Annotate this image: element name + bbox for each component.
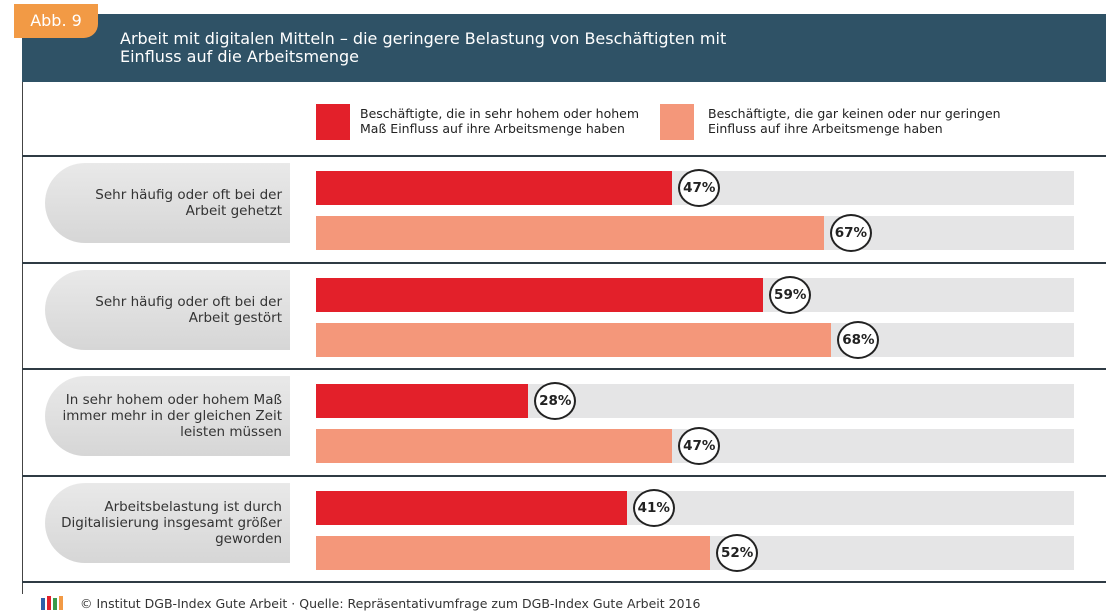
- category-label: Sehr häufig oder oft bei der Arbeit gest…: [95, 293, 282, 326]
- label-pill: [45, 269, 290, 350]
- frame: [22, 14, 1106, 594]
- value-label: 67%: [829, 214, 872, 252]
- label-pill: [45, 163, 290, 243]
- category-label: Sehr häufig oder oft bei der Arbeit gehe…: [95, 187, 282, 219]
- legend-label: Beschäftigte, die in sehr hohem oder hoh…: [360, 106, 640, 136]
- separator: [22, 261, 1106, 264]
- legend-swatch: [316, 104, 350, 140]
- bar: [316, 384, 529, 418]
- header: [22, 14, 1106, 82]
- separator: [22, 155, 1106, 157]
- separator: [22, 368, 1106, 370]
- footer: © Institut DGB-Index Gute Arbeit · Quell…: [80, 596, 701, 611]
- value-label: 59%: [769, 275, 812, 314]
- bar: [316, 216, 824, 250]
- category-label: Arbeitsbelastung ist durch Digitalisieru…: [61, 498, 282, 547]
- label-pill: [45, 482, 290, 563]
- bar: [316, 277, 764, 312]
- legend-swatch: [660, 104, 694, 140]
- value-label: 28%: [534, 382, 577, 420]
- separator: [22, 581, 1106, 583]
- bar: [316, 429, 673, 463]
- bar: [316, 490, 627, 525]
- chart-title: Arbeit mit digitalen Mitteln – die gerin…: [120, 29, 727, 66]
- value-label: 47%: [678, 427, 721, 465]
- logo: [41, 596, 63, 610]
- value-label: 52%: [716, 533, 759, 572]
- category-label: In sehr hohem oder hohem Maß immer mehr …: [62, 392, 282, 440]
- bar: [316, 535, 711, 570]
- bar: [316, 322, 832, 357]
- value-label: 41%: [632, 488, 675, 527]
- value-label: 47%: [678, 169, 721, 207]
- label-pill: [45, 376, 290, 456]
- bar: [316, 171, 673, 205]
- legend-label: Beschäftigte, die gar keinen oder nur ge…: [708, 106, 1001, 136]
- separator: [22, 474, 1106, 477]
- value-label: 68%: [837, 320, 880, 359]
- badge: Abb. 9: [14, 4, 98, 38]
